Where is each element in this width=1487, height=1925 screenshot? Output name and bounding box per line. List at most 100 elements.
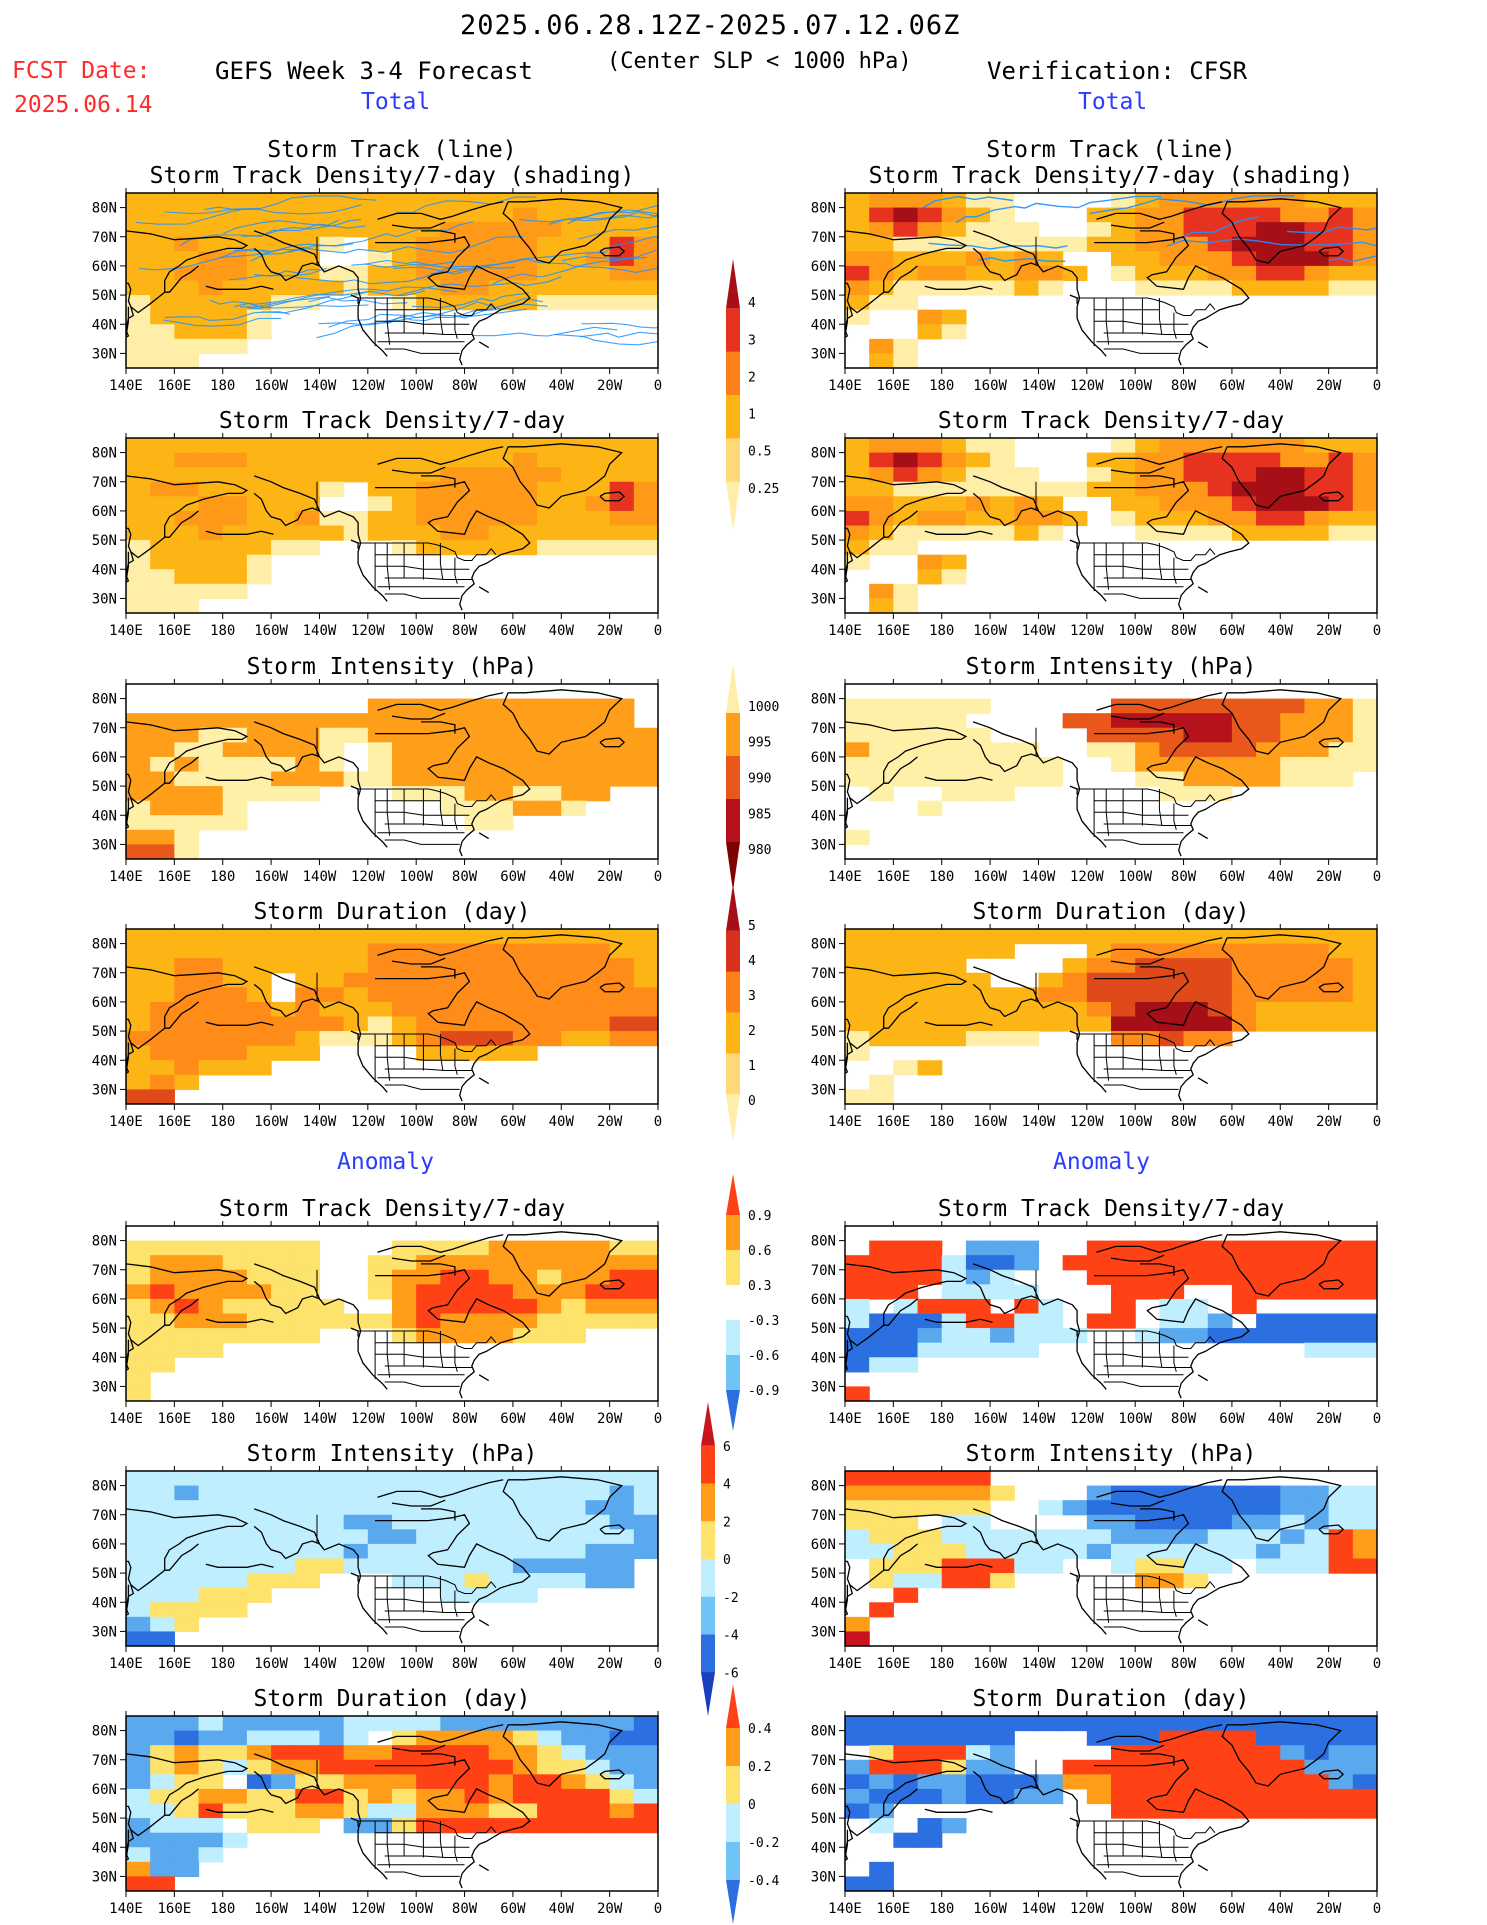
heatmap-cell	[1159, 1240, 1185, 1256]
heatmap-cell	[609, 1001, 635, 1018]
colorbar-arrow-bottom	[701, 1672, 715, 1716]
x-tick-label: 20W	[597, 1656, 623, 1672]
heatmap-cell	[392, 510, 417, 527]
heatmap-cell	[893, 742, 919, 758]
heatmap-cell	[917, 554, 943, 570]
x-tick-label: 20W	[597, 869, 623, 885]
heatmap-cell	[1159, 1716, 1185, 1732]
cfsr-duration-panel: 140E 160E 180 160W 140W 120W 100W 80W 60W 40W 20W 0…	[811, 899, 1382, 1130]
coastline	[845, 1042, 849, 1073]
heatmap-cell	[990, 1759, 1015, 1775]
heatmap-cell	[174, 569, 200, 585]
state-border	[1094, 320, 1189, 325]
x-tick-label: 140W	[303, 1114, 337, 1130]
coastline	[845, 1829, 849, 1860]
heatmap-cell	[1328, 1716, 1354, 1732]
x-tick-label: 160W	[254, 1901, 288, 1917]
heatmap-cell	[488, 280, 514, 296]
coastline	[375, 1269, 531, 1399]
heatmap-cell	[512, 207, 538, 223]
x-tick-label: 140E	[109, 378, 143, 394]
heatmap-cell	[1038, 251, 1064, 267]
heatmap-cell	[609, 1485, 635, 1501]
heatmap-cell	[869, 295, 894, 311]
heatmap-cell	[367, 1001, 393, 1018]
heatmap-cell	[1111, 251, 1136, 267]
storm-track-line	[209, 290, 425, 305]
heatmap-cell	[295, 1803, 321, 1819]
heatmap-cell	[1352, 1016, 1377, 1032]
heatmap-cell	[1256, 1558, 1281, 1574]
storm-track-line	[233, 302, 369, 309]
heatmap-cell	[319, 467, 345, 483]
heatmap-cell	[126, 815, 151, 831]
coastline	[1094, 972, 1250, 1102]
storm-track-line	[1089, 195, 1295, 215]
coastline	[845, 1805, 885, 1837]
heatmap-cell	[1014, 525, 1040, 541]
x-tick-label: 160E	[877, 378, 911, 394]
x-tick-label: 180	[210, 378, 235, 394]
heatmap-cell	[440, 1031, 466, 1047]
state-border	[1075, 1330, 1216, 1349]
coastline	[845, 1560, 885, 1592]
heatmap-cell	[917, 1730, 943, 1746]
heatmap-cell	[150, 727, 175, 743]
heatmap-cell	[893, 452, 919, 468]
heatmap-cell	[1159, 1788, 1185, 1805]
heatmap-cell	[392, 1240, 417, 1256]
colorbar-swatch	[726, 1842, 740, 1881]
heatmap-cell	[319, 1803, 345, 1819]
heatmap-cell	[367, 481, 393, 497]
heatmap-cell	[941, 1716, 967, 1732]
colorbar-label: 6	[723, 1440, 731, 1455]
heatmap-cell	[319, 280, 345, 296]
heatmap-cell	[512, 943, 538, 959]
heatmap-cell	[174, 207, 200, 223]
heatmap-cell	[965, 525, 991, 541]
heatmap-cell	[537, 1240, 562, 1256]
heatmap-cell	[1207, 481, 1233, 497]
heatmap-cell	[488, 1269, 514, 1285]
heatmap-cell	[633, 972, 658, 988]
heatmap-cell	[150, 1031, 175, 1047]
heatmap-cell	[1111, 987, 1136, 1003]
heatmap-cell	[1256, 1788, 1281, 1805]
y-tick-label: 40N	[811, 808, 836, 824]
colorbar-swatch	[726, 930, 740, 973]
colorbar-label: 3	[748, 333, 756, 348]
heatmap-cell	[537, 1730, 562, 1746]
heatmap-cell	[464, 1745, 490, 1761]
state-border	[1173, 1590, 1177, 1617]
heatmap-cell	[869, 1074, 894, 1091]
coastline	[502, 689, 624, 755]
heatmap-cell	[271, 1269, 296, 1285]
heatmap-cell	[174, 1573, 200, 1589]
heatmap-cell	[198, 713, 224, 729]
colorbar-swatch	[726, 799, 740, 843]
heatmap-cell	[585, 1573, 611, 1589]
heatmap-cell	[174, 1471, 200, 1487]
state-border	[1158, 1331, 1163, 1368]
heatmap-cell	[917, 1745, 943, 1761]
heatmap-cell	[198, 438, 224, 454]
coastline	[205, 1021, 274, 1026]
x-tick-label: 160W	[254, 1114, 288, 1130]
heatmap-cell	[1038, 1298, 1064, 1315]
heatmap-cell	[1159, 467, 1185, 483]
heatmap-cell	[416, 1255, 441, 1271]
heatmap-cell	[965, 1529, 991, 1545]
heatmap-cell	[1280, 1788, 1306, 1805]
heatmap-cell	[246, 1471, 272, 1487]
heatmap-cell	[537, 1573, 562, 1589]
heatmap-cell	[1086, 1001, 1112, 1018]
heatmap-cell	[512, 1803, 538, 1819]
heatmap-cell	[1328, 958, 1354, 974]
heatmap-cell	[198, 1298, 224, 1315]
heatmap-cell	[1135, 771, 1160, 787]
y-tick-label: 30N	[92, 837, 117, 853]
heatmap-cell	[1207, 1001, 1233, 1018]
heatmap-cell	[1207, 1031, 1233, 1047]
heatmap-cell	[198, 1573, 224, 1589]
heatmap-cell	[1231, 438, 1257, 454]
